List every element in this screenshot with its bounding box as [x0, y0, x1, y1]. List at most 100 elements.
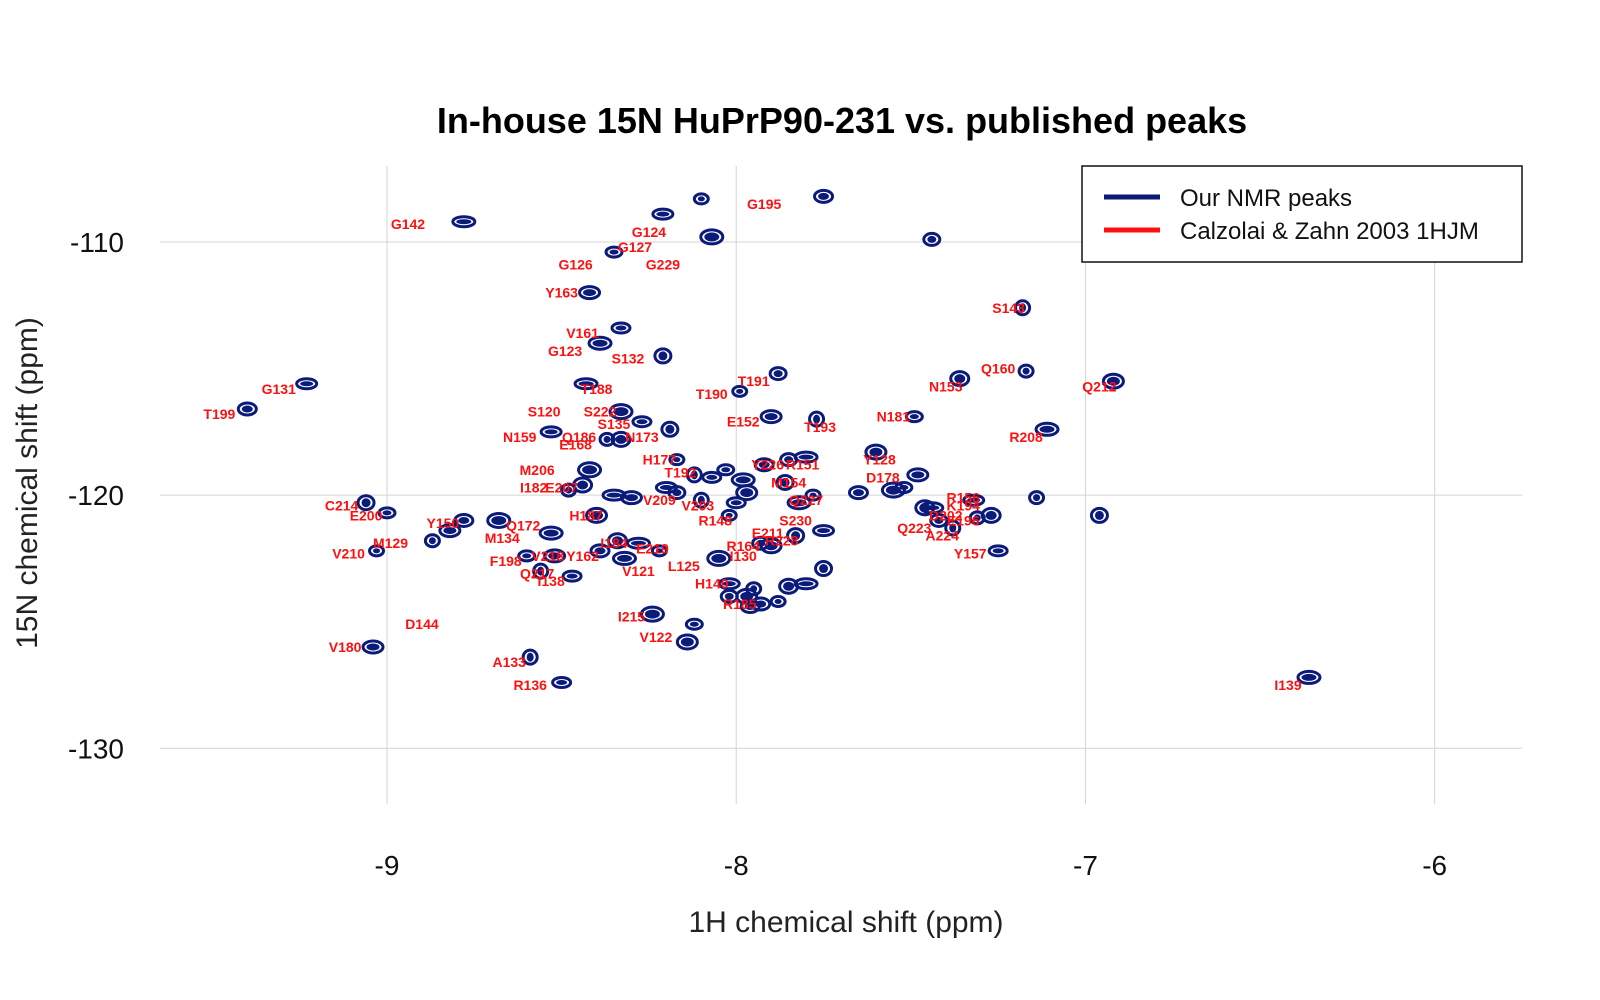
our-peak — [572, 476, 594, 494]
published-peak-label: H140 — [695, 576, 729, 592]
published-peak-label: E168 — [559, 436, 592, 452]
published-peak-label: I130 — [730, 548, 757, 564]
our-peak-core — [818, 192, 830, 200]
published-peak-label: R228 — [765, 533, 799, 549]
our-peak — [295, 377, 319, 391]
our-peak-core — [1039, 425, 1055, 433]
published-peak-label: V121 — [622, 563, 655, 579]
chart-title: In-house 15N HuPrP90-231 vs. published p… — [437, 100, 1247, 141]
our-peak — [944, 519, 962, 537]
published-peak-label: N173 — [625, 429, 659, 445]
our-peak-core — [798, 581, 814, 587]
our-peak-core — [658, 351, 668, 361]
our-peak-core — [592, 339, 608, 347]
our-peak — [813, 188, 835, 204]
our-peak-core — [740, 488, 754, 498]
our-peak — [814, 560, 834, 578]
published-peak-label: Q227 — [789, 492, 823, 508]
our-peak — [521, 648, 539, 666]
published-peak-label: R164 — [726, 538, 760, 554]
published-peak-label: Y150 — [427, 515, 460, 531]
our-peak — [949, 370, 971, 388]
our-peak-core — [690, 470, 698, 480]
our-peak — [532, 562, 550, 580]
our-peak-core — [583, 289, 597, 297]
x-axis-label: 1H chemical shift (ppm) — [688, 906, 1003, 939]
published-peak-label: I215 — [618, 609, 645, 625]
published-peak-label: K194 — [946, 497, 980, 513]
our-peak — [639, 605, 665, 623]
our-peak-core — [721, 467, 731, 473]
published-peak-label: G123 — [548, 343, 582, 359]
our-peak-core — [577, 480, 589, 490]
our-peak-core — [783, 581, 795, 591]
our-peak-core — [725, 512, 733, 518]
published-peak-label: Y163 — [545, 285, 578, 301]
our-peak — [625, 536, 651, 550]
published-peak-label: A224 — [926, 528, 960, 544]
our-peak — [631, 415, 653, 429]
published-peak-label: Y226 — [751, 457, 784, 473]
our-peak — [1034, 421, 1060, 437]
our-peak-core — [711, 553, 727, 563]
our-peak-core — [566, 573, 578, 579]
our-peak — [894, 481, 914, 495]
our-peak-core — [809, 492, 817, 498]
published-peak-label: D202 — [929, 507, 963, 523]
our-peak — [735, 484, 759, 502]
our-peak — [769, 594, 787, 608]
our-peak-core — [672, 489, 682, 497]
published-peak-label: R208 — [1009, 429, 1043, 445]
our-peak-core — [609, 249, 619, 255]
published-peak-label: Q186 — [562, 429, 596, 445]
our-peak-core — [522, 553, 532, 559]
published-peak-label: S222 — [584, 404, 617, 420]
grid-layer — [160, 166, 1522, 804]
our-peak-core — [819, 564, 829, 574]
our-peak-core — [300, 381, 314, 387]
published-peak-label: G124 — [632, 224, 666, 240]
our-peak — [779, 452, 799, 468]
published-peak-label: T191 — [738, 373, 770, 389]
our-peak-core — [927, 235, 937, 243]
our-peak-core — [655, 548, 663, 554]
our-peak — [578, 285, 602, 301]
published-peak-label: E196 — [947, 512, 980, 528]
published-peak-label: G229 — [646, 257, 680, 273]
our-peak-core — [578, 381, 594, 387]
our-peak — [699, 228, 725, 246]
published-peak-label: G126 — [558, 257, 592, 273]
our-peak-core — [758, 461, 770, 469]
our-peak — [606, 532, 628, 550]
our-peak-core — [697, 196, 705, 202]
our-peak-core — [722, 581, 736, 587]
published-peak-label: G195 — [747, 196, 781, 212]
our-peak — [750, 596, 772, 612]
our-peak — [980, 506, 1002, 524]
our-peak — [804, 488, 822, 502]
our-peak — [651, 207, 675, 221]
our-peak — [786, 527, 806, 545]
published-peak-label: M129 — [373, 535, 408, 551]
our-peak-core — [361, 498, 371, 508]
our-peak-core — [636, 419, 648, 425]
our-peak — [610, 321, 632, 335]
our-peak-core — [624, 494, 638, 502]
published-peak-label: H187 — [569, 507, 603, 523]
our-peak-core — [1019, 303, 1027, 313]
our-peak-core — [373, 548, 381, 554]
our-peak — [361, 639, 385, 655]
published-peak-label: I138 — [538, 573, 565, 589]
our-peak-core — [985, 510, 997, 520]
legend: Our NMR peaks Calzolai & Zahn 2003 1HJM — [1081, 165, 1523, 263]
our-peak — [611, 550, 637, 566]
published-peak-label: R136 — [513, 677, 547, 693]
our-peak — [706, 549, 732, 567]
our-peak — [1296, 669, 1322, 685]
our-peak-core — [1033, 494, 1041, 502]
our-peak — [660, 420, 680, 438]
published-peak-label: M206 — [520, 462, 555, 478]
our-peak — [929, 512, 949, 528]
